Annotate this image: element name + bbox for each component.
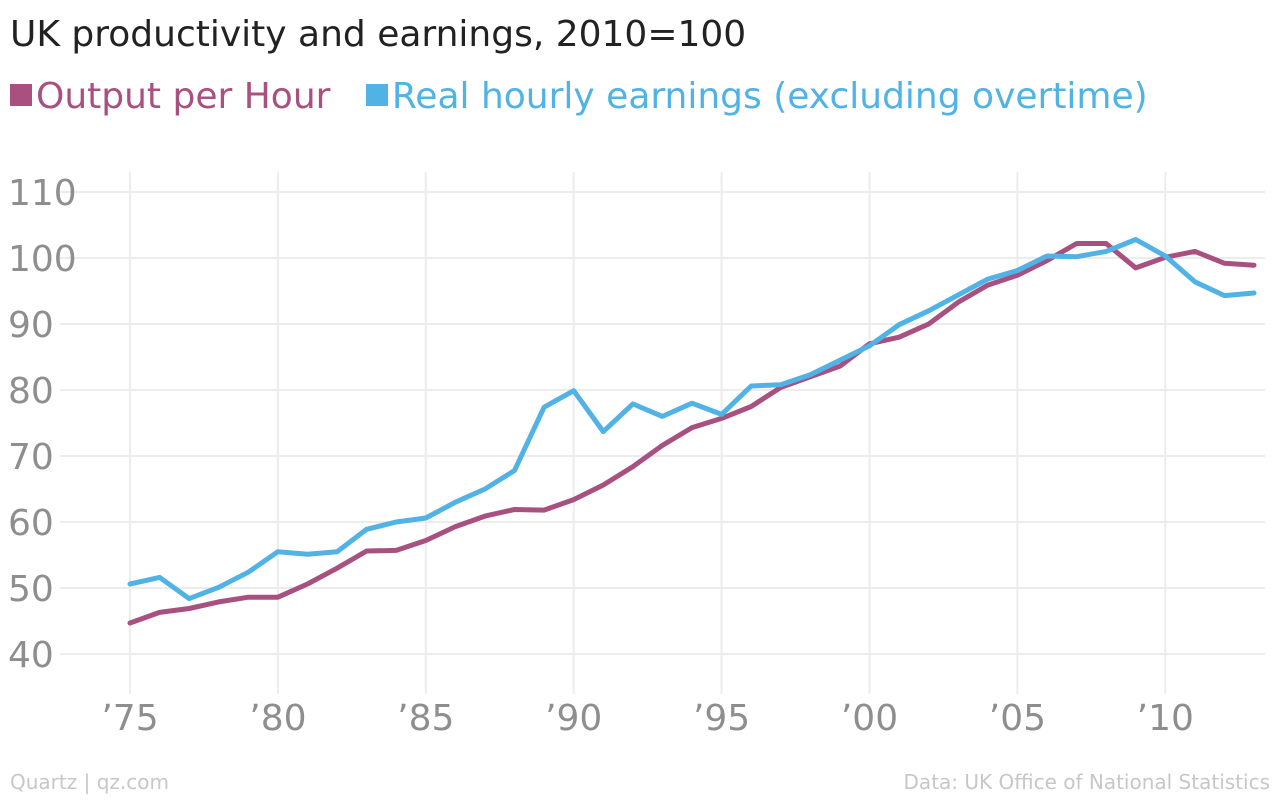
grid [60,172,1265,694]
y-tick-label-50: 50 [8,569,54,610]
y-tick-label-100: 100 [8,239,77,280]
x-tick-label-1980: ’80 [249,698,306,739]
legend-swatch-real-hourly-earnings [365,84,388,106]
x-tick-label-2000: ’00 [841,698,898,739]
series-line-output-per-hour [127,241,1257,626]
legend: Output per Hour Real hourly earnings (ex… [10,76,1172,117]
source-credit: Quartz | qz.com [10,770,169,794]
series [127,237,1257,626]
legend-swatch-output-per-hour [10,84,32,106]
x-tick-label-1975: ’75 [101,698,158,739]
y-tick-label-90: 90 [8,305,54,346]
legend-item-output-per-hour: Output per Hour [10,76,330,117]
x-tick-label-2005: ’05 [989,698,1046,739]
series-line-real-hourly-earnings [127,237,1257,602]
x-tick-label-1985: ’85 [397,698,454,739]
y-tick-label-70: 70 [8,437,54,478]
y-tick-label-80: 80 [8,371,54,412]
x-tick-label-2010: ’10 [1137,698,1194,739]
legend-label-real-hourly-earnings: Real hourly earnings (excluding overtime… [391,76,1148,117]
y-tick-label-60: 60 [8,503,54,544]
y-tick-label-40: 40 [8,635,54,676]
y-tick-label-110: 110 [8,173,77,214]
legend-label-output-per-hour: Output per Hour [36,76,331,117]
data-source: Data: UK Office of National Statistics [903,770,1270,794]
axis-ticks: 40 50 60 70 80 90 100 110 ’75 ’80 ’85 ’90 ’95 ’00 ’05 ’… [8,173,1194,739]
x-tick-label-1995: ’95 [693,698,750,739]
legend-item-real-hourly-earnings: Real hourly earnings (excluding overtime… [365,76,1148,117]
chart-title: UK productivity and earnings, 2010=100 [10,14,747,55]
x-tick-label-1990: ’90 [545,698,602,739]
